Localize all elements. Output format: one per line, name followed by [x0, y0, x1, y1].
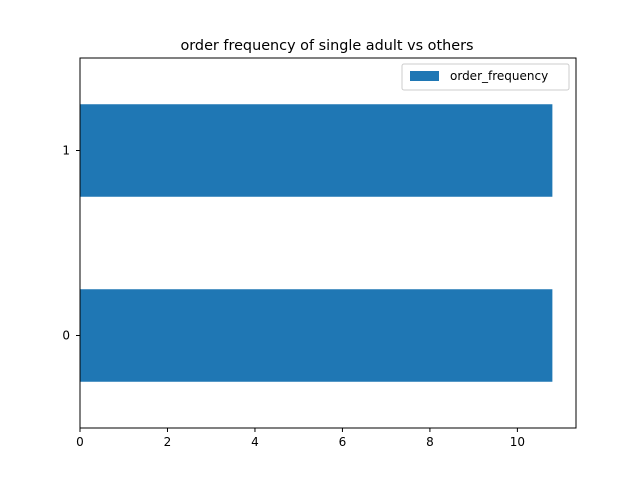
x-axis-ticks: 0 2 4 6 8 10	[76, 428, 525, 449]
x-tick-label: 8	[426, 435, 434, 449]
bars-layer	[80, 104, 553, 382]
bar-0	[80, 289, 553, 382]
x-tick-label: 6	[339, 435, 347, 449]
y-tick-label: 0	[62, 329, 70, 343]
axes-frame	[79, 57, 577, 429]
legend-swatch	[410, 71, 439, 81]
legend-label: order_frequency	[450, 69, 548, 83]
y-axis-ticks: 01	[62, 144, 80, 343]
legend: order_frequency	[401, 63, 570, 91]
x-tick-label: 2	[164, 435, 172, 449]
x-tick-label: 0	[76, 435, 84, 449]
chart-title: order frequency of single adult vs other…	[180, 38, 473, 54]
legend-box	[401, 63, 570, 91]
bar-1	[80, 104, 553, 197]
y-tick-label: 1	[62, 144, 70, 158]
x-tick-label: 10	[510, 435, 525, 449]
x-tick-label: 4	[251, 435, 259, 449]
